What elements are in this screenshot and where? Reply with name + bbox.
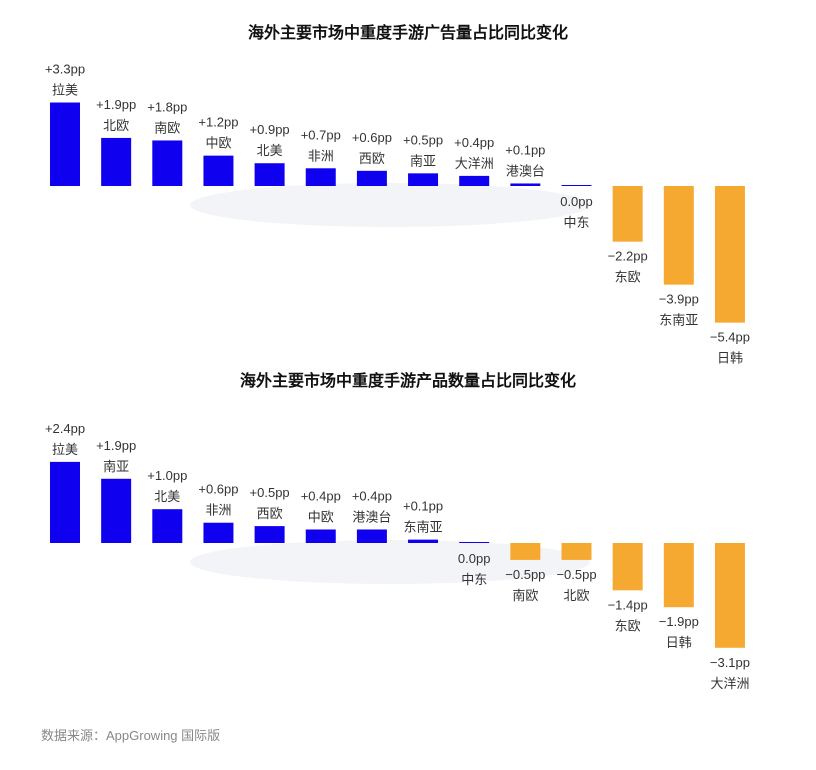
bar-中欧 — [203, 155, 234, 186]
category-label: 日韩 — [717, 351, 743, 366]
bar-中东 — [459, 542, 490, 543]
value-label: −1.4pp — [608, 597, 648, 612]
bar-东南亚 — [408, 539, 439, 543]
value-label: +1.8pp — [147, 99, 187, 114]
category-label: 日韩 — [666, 635, 692, 650]
value-label: −2.2pp — [608, 249, 648, 264]
value-label: +1.0pp — [147, 468, 187, 483]
bar-非洲 — [305, 168, 336, 186]
bar-东欧 — [612, 543, 643, 591]
value-label: +0.9pp — [250, 122, 290, 137]
value-label: +0.1pp — [505, 142, 545, 157]
value-label: +0.7pp — [301, 127, 341, 142]
value-label: −3.9pp — [659, 292, 699, 307]
category-label: 南亚 — [103, 459, 129, 474]
bar-中欧 — [305, 529, 336, 543]
bar-南亚 — [408, 173, 439, 186]
category-label: 北美 — [154, 489, 180, 504]
category-label: 北欧 — [103, 118, 129, 133]
bar-南欧 — [510, 543, 541, 560]
value-label: −0.5pp — [505, 567, 545, 582]
bar-大洋洲 — [714, 543, 745, 648]
value-label: +1.9pp — [96, 438, 136, 453]
bar-东欧 — [612, 186, 643, 242]
value-label: 0.0pp — [458, 551, 491, 566]
category-label: 南欧 — [512, 588, 538, 603]
category-label: 东南亚 — [404, 520, 443, 535]
category-label: 西欧 — [257, 506, 283, 521]
category-label: 拉美 — [52, 83, 78, 98]
watermark-logo-top — [190, 183, 590, 227]
chart-1-title: 海外主要市场中重度手游广告量占比同比变化 — [248, 23, 568, 42]
value-label: −1.9pp — [659, 614, 699, 629]
category-label: 中欧 — [205, 136, 231, 151]
value-label: +0.1pp — [403, 499, 443, 514]
value-label: +0.5pp — [403, 132, 443, 147]
category-label: 拉美 — [52, 442, 78, 457]
value-label: +0.4pp — [301, 488, 341, 503]
category-label: 港澳台 — [506, 163, 545, 178]
value-label: −5.4pp — [710, 330, 750, 345]
bar-日韩 — [714, 186, 745, 323]
category-label: 大洋洲 — [710, 676, 749, 691]
value-label: +0.5pp — [250, 485, 290, 500]
bar-港澳台 — [510, 183, 541, 186]
category-label: 北欧 — [563, 588, 589, 603]
category-label: 东南亚 — [659, 313, 698, 328]
value-label: −3.1pp — [710, 655, 750, 670]
bar-非洲 — [203, 522, 234, 543]
value-label: −0.5pp — [556, 567, 596, 582]
watermark-logo-bottom — [190, 540, 590, 584]
chart-2-bars: +2.4pp 拉美 +1.9pp 南亚 +1.0pp 北美 +0.6pp 非洲 +0.5pp 西欧… — [45, 421, 750, 691]
category-label: 大洋洲 — [455, 156, 494, 171]
value-label: 0.0pp — [560, 194, 593, 209]
bar-南欧 — [152, 140, 183, 186]
bar-中东 — [561, 185, 592, 186]
bar-东南亚 — [663, 186, 694, 285]
bar-北美 — [152, 509, 183, 543]
value-label: +1.9pp — [96, 97, 136, 112]
category-label: 东欧 — [615, 270, 641, 285]
source-note: 数据来源：AppGrowing 国际版 — [41, 728, 221, 743]
category-label: 中东 — [563, 215, 589, 230]
category-label: 中东 — [461, 572, 487, 587]
category-label: 港澳台 — [352, 509, 391, 524]
bar-拉美 — [50, 461, 80, 543]
category-label: 中欧 — [308, 509, 334, 524]
bar-大洋洲 — [459, 175, 490, 186]
value-label: +3.3pp — [45, 62, 85, 77]
category-label: 西欧 — [359, 151, 385, 166]
category-label: 东欧 — [615, 618, 641, 633]
bar-日韩 — [663, 543, 694, 608]
value-label: +1.2pp — [198, 115, 238, 130]
value-label: +0.4pp — [454, 135, 494, 150]
bar-南亚 — [101, 478, 132, 543]
bar-北美 — [254, 163, 285, 186]
value-label: +2.4pp — [45, 421, 85, 436]
bar-拉美 — [50, 102, 80, 186]
bar-北欧 — [101, 137, 132, 186]
category-label: 非洲 — [205, 503, 231, 518]
category-label: 南欧 — [154, 120, 180, 135]
chart-2-title: 海外主要市场中重度手游产品数量占比同比变化 — [240, 371, 576, 390]
bar-西欧 — [254, 526, 285, 543]
value-label: +0.4pp — [352, 488, 392, 503]
bar-西欧 — [356, 170, 387, 186]
category-label: 南亚 — [410, 153, 436, 168]
value-label: +0.6pp — [198, 482, 238, 497]
category-label: 北美 — [257, 143, 283, 158]
bar-港澳台 — [356, 529, 387, 543]
value-label: +0.6pp — [352, 130, 392, 145]
chart-1-bars: +3.3pp 拉美 +1.9pp 北欧 +1.8pp 南欧 +1.2pp 中欧 +0.9pp 北美… — [45, 62, 750, 366]
category-label: 非洲 — [308, 148, 334, 163]
bar-北欧 — [561, 543, 592, 560]
